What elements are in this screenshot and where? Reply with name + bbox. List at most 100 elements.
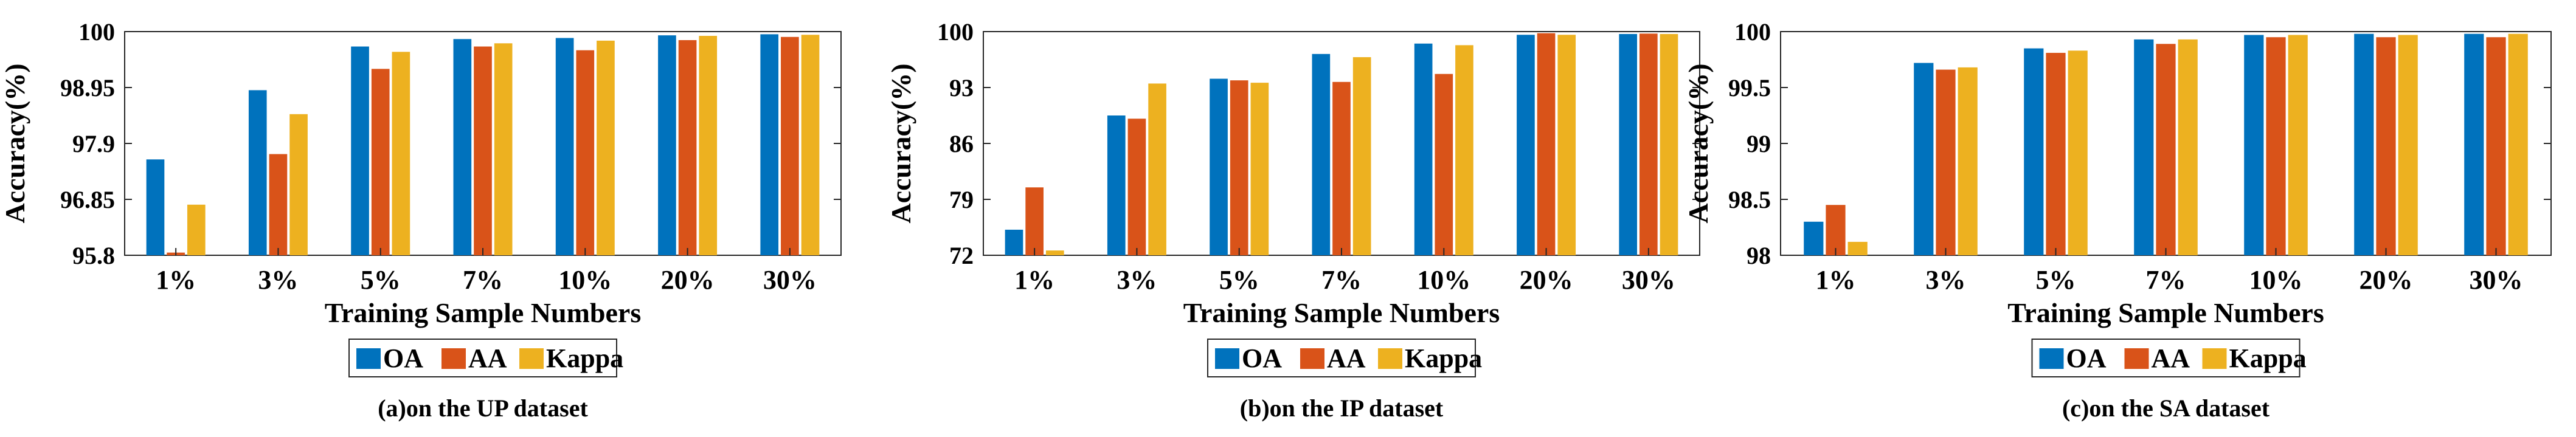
x-tick-label: 30%: [763, 265, 817, 295]
bar-aa-2: [2046, 52, 2066, 256]
legend-swatch-aa: [2124, 348, 2149, 369]
y-axis-title: Accuracy(%): [0, 63, 30, 223]
x-tick-label: 1%: [156, 265, 196, 295]
bar-kappa-0: [187, 204, 206, 255]
bar-aa-2: [1230, 80, 1248, 255]
legend-box: [348, 339, 617, 377]
y-tick-label: 99: [1747, 130, 1771, 157]
bar-aa-4: [2266, 37, 2286, 255]
x-tick-label: 20%: [1520, 265, 1573, 295]
legend-swatch-oa: [1215, 348, 1239, 369]
panel-caption: (b)on the IP dataset: [1240, 394, 1444, 422]
bar-kappa-3: [494, 43, 513, 256]
bar-aa-3: [2156, 44, 2176, 256]
y-tick-label: 98: [1747, 242, 1771, 269]
x-tick-label: 5%: [2036, 265, 2076, 295]
y-tick-label: 79: [949, 186, 974, 213]
bar-aa-4: [576, 50, 595, 256]
bar-kappa-5: [2398, 35, 2418, 256]
legend-swatch-aa: [1300, 348, 1324, 369]
bar-aa-4: [1435, 74, 1453, 256]
bar-aa-1: [1936, 69, 1956, 255]
legend: OA AA Kappa: [348, 339, 623, 377]
y-tick-label: 95.8: [72, 242, 115, 269]
bar-oa-5: [1517, 35, 1535, 255]
bar-oa-4: [2244, 35, 2264, 256]
bar-aa-0: [1826, 205, 1846, 255]
bar-oa-4: [555, 38, 574, 256]
y-tick-label: 98.95: [60, 74, 115, 102]
panel-caption: (c)on the SA dataset: [2062, 394, 2270, 422]
legend-box: [1207, 339, 1476, 377]
legend-label-kappa: Kappa: [546, 343, 623, 373]
y-tick-label: 72: [949, 242, 974, 269]
bar-oa-0: [1804, 221, 1824, 255]
legend-swatch-kappa: [2202, 348, 2227, 369]
legend-label-oa: OA: [383, 343, 423, 373]
panel-caption: (a)on the UP dataset: [378, 394, 588, 422]
x-tick-label: 20%: [2360, 265, 2413, 295]
bar-aa-6: [2486, 37, 2506, 255]
bar-oa-4: [1414, 43, 1433, 255]
y-tick-label: 97.9: [72, 130, 115, 157]
legend-label-aa: AA: [468, 343, 507, 373]
bar-kappa-6: [801, 35, 820, 255]
bar-aa-0: [1025, 187, 1044, 255]
bar-oa-6: [1619, 33, 1638, 255]
legend-swatch-aa: [441, 348, 466, 369]
bar-kappa-3: [2178, 39, 2198, 255]
y-tick-label: 100: [1734, 18, 1771, 46]
legend-box: [2031, 339, 2301, 377]
bar-aa-5: [2376, 37, 2396, 255]
x-tick-label: 3%: [258, 265, 298, 295]
x-tick-label: 5%: [361, 265, 401, 295]
legend-label-aa: AA: [2152, 343, 2190, 373]
bar-kappa-6: [2508, 33, 2528, 256]
y-tick-label: 86: [949, 130, 974, 157]
bar-oa-5: [2354, 33, 2374, 256]
x-tick-label: 30%: [2470, 265, 2523, 295]
bar-oa-2: [1210, 78, 1228, 256]
bar-kappa-5: [1557, 35, 1576, 255]
legend-label-kappa: Kappa: [1405, 343, 1482, 373]
bar-aa-3: [1332, 81, 1351, 256]
bar-kappa-4: [2288, 35, 2308, 256]
y-axis-title: Accuracy(%): [1683, 63, 1714, 223]
y-tick-label: 96.85: [60, 186, 115, 213]
bar-oa-2: [351, 46, 369, 256]
chart-panel-2: 72 79 86 93 100 1% 3% 5% 7% 10% 20% 30% Training Sam…: [885, 18, 1700, 422]
bar-kappa-5: [699, 36, 718, 256]
bar-kappa-0: [1045, 250, 1064, 255]
bar-oa-6: [2464, 33, 2484, 256]
x-tick-label: 7%: [2146, 265, 2186, 295]
bar-kappa-6: [1660, 33, 1678, 255]
bar-oa-3: [2134, 39, 2154, 255]
legend-label-oa: OA: [2066, 343, 2107, 373]
x-axis-title: Training Sample Numbers: [2007, 297, 2324, 328]
bar-oa-2: [2024, 48, 2044, 255]
bar-kappa-2: [2068, 50, 2088, 255]
bar-aa-5: [678, 40, 697, 256]
bar-kappa-2: [392, 52, 410, 256]
bar-oa-0: [1005, 229, 1023, 255]
bar-kappa-2: [1250, 83, 1269, 255]
x-tick-label: 10%: [2249, 265, 2303, 295]
bar-aa-6: [781, 36, 799, 256]
bar-kappa-3: [1352, 57, 1371, 256]
x-tick-label: 3%: [1117, 265, 1157, 295]
legend: OA AA Kappa: [1207, 339, 1482, 377]
bar-aa-6: [1639, 33, 1658, 256]
x-tick-label: 1%: [1014, 265, 1054, 295]
bar-kappa-4: [597, 40, 615, 256]
legend-label-oa: OA: [1242, 343, 1282, 373]
y-tick-label: 98.5: [1728, 186, 1771, 213]
bar-aa-1: [269, 154, 288, 255]
x-tick-label: 10%: [1417, 265, 1470, 295]
y-tick-label: 100: [78, 18, 115, 46]
bar-kappa-1: [289, 114, 308, 255]
bar-oa-1: [1107, 115, 1126, 255]
bar-oa-1: [248, 90, 267, 255]
x-axis-title: Training Sample Numbers: [325, 297, 642, 328]
bar-oa-3: [1312, 53, 1331, 256]
